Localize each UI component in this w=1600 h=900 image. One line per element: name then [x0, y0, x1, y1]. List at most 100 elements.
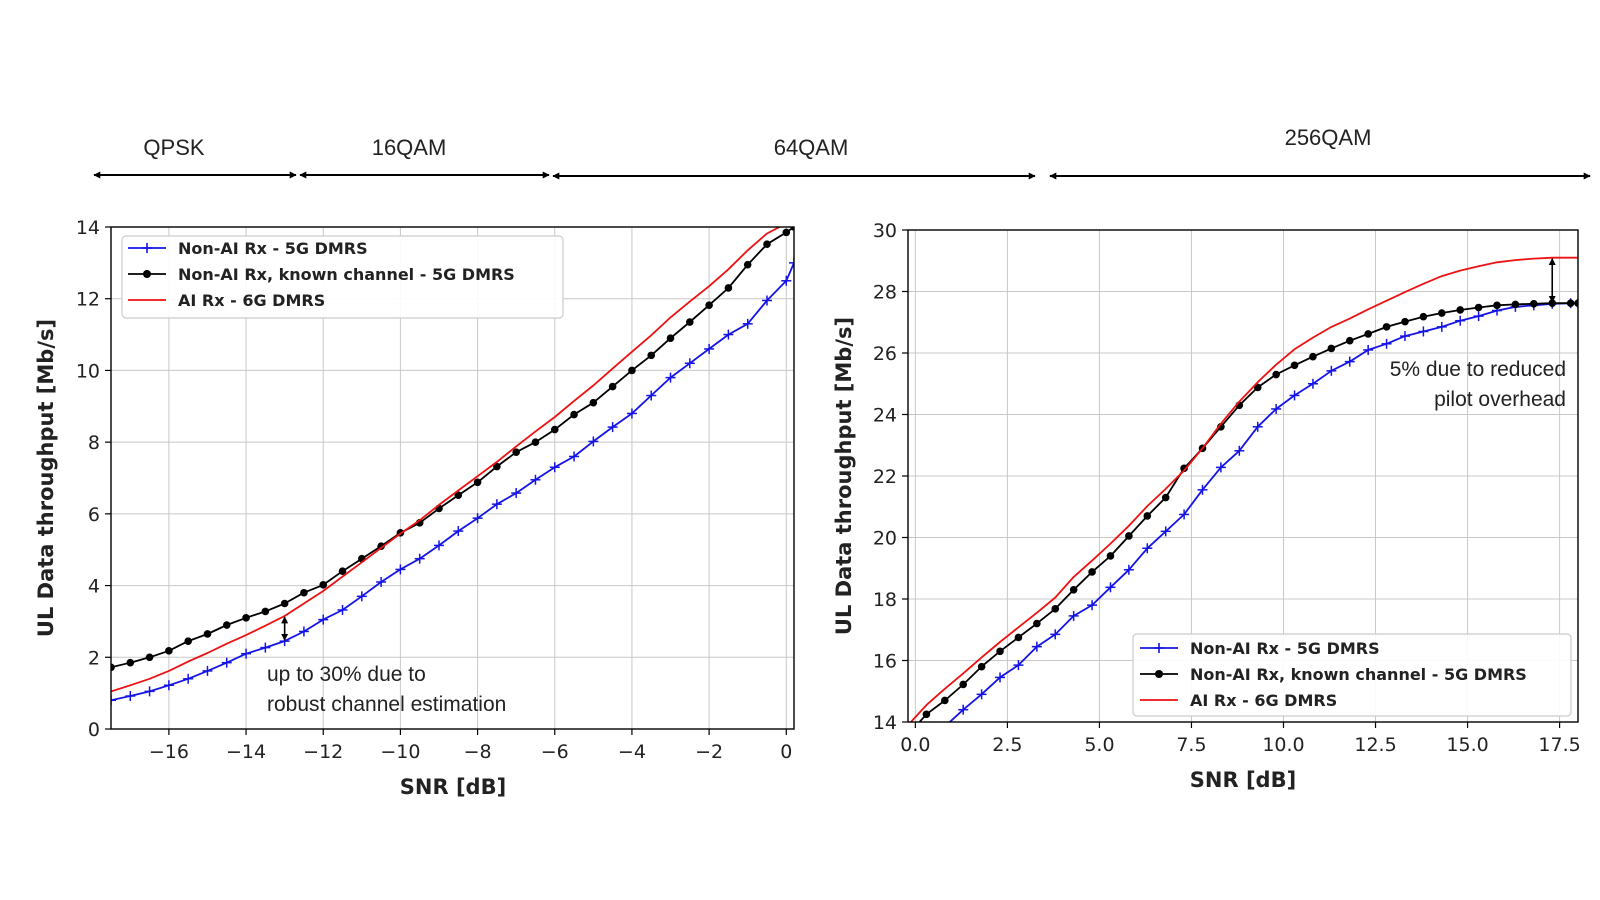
left-series-0-point [221, 657, 232, 668]
left-y-tick-label: 6 [88, 504, 100, 526]
right-y-ticks: 14 16 18 20 22 24 26 28 30 [873, 220, 908, 734]
right-legend-marker-1 [1155, 670, 1163, 678]
left-y-tick-label: 14 [76, 217, 100, 239]
left-series-1-point [184, 637, 192, 645]
left-series-0-point [337, 604, 348, 615]
left-series-0-point [742, 318, 753, 329]
band-64qam: 64QAM [552, 135, 1036, 180]
right-series-0-point [1123, 564, 1134, 575]
left-series-1-point [493, 462, 501, 471]
right-series-1-point [1051, 605, 1060, 613]
right-series-0-point [976, 689, 987, 700]
left-series-1-point [743, 260, 752, 269]
left-series-0-point [202, 665, 213, 676]
right-series-0-point [944, 721, 946, 722]
right-series-line-2 [909, 256, 1578, 722]
left-series-0-point [414, 553, 425, 564]
right-series-1-point [1180, 464, 1188, 473]
right-y-tick-label: 24 [873, 405, 897, 427]
right-series-0-point [1326, 365, 1337, 376]
left-legend-label-1: Non-AI Rx, known channel - 5G DMRS [178, 265, 515, 284]
left-series-1-point [512, 448, 520, 456]
left-series-0-point [569, 451, 580, 462]
right-series-1-point [1511, 300, 1520, 309]
right-x-tick-label: 12.5 [1354, 734, 1396, 756]
right-series-1-point [1382, 323, 1391, 331]
left-series-1-point [165, 647, 173, 655]
left-y-ticks: 0 2 4 6 8 10 12 14 [76, 217, 111, 741]
left-series-0-point [241, 648, 252, 659]
left-annotation-line-1: up to 30% due to [267, 663, 426, 686]
right-series-0-point [1179, 509, 1190, 520]
right-annotation-line-2: pilot overhead [1434, 388, 1566, 411]
right-series-0-point [1363, 344, 1374, 355]
right-series [909, 256, 1578, 722]
right-series-1-point [1574, 299, 1578, 307]
left-series-line-2 [111, 227, 782, 693]
right-series-0-point [1013, 660, 1024, 671]
left-x-tick-label: −10 [380, 741, 420, 763]
left-series-1-point [242, 614, 250, 622]
left-y-tick-label: 10 [76, 360, 100, 382]
left-series-line-0 [111, 262, 794, 702]
left-series-0-point [588, 436, 599, 447]
right-series-1-point [1290, 361, 1299, 370]
left-legend-entry-2: AI Rx - 6G DMRS [128, 291, 325, 310]
left-series-1-point [724, 284, 733, 292]
right-series-1-point [922, 710, 931, 719]
right-legend-label-2: AI Rx - 6G DMRS [1190, 691, 1337, 710]
right-series-1-point [941, 696, 949, 705]
right-series-1-point [1033, 619, 1041, 628]
right-series-1-point [977, 662, 986, 671]
left-y-tick-label: 12 [76, 289, 100, 311]
right-annotation-line-1: 5% due to reduced [1390, 358, 1566, 381]
left-plot-frame [110, 226, 795, 730]
band-256qam: 256QAM [1049, 125, 1591, 180]
chart-right: 0.0 2.5 5.0 7.5 10.0 12.5 15.0 17.5 14 16 18 20 22 2… [832, 220, 1581, 792]
left-x-ticks: −16 −14 −12 −10 −8 −6 −4 −2 0 [149, 729, 792, 763]
left-series-0-point [530, 474, 541, 485]
right-legend-entry-2: AI Rx - 6G DMRS [1140, 691, 1337, 710]
right-series-1-point [959, 680, 968, 689]
left-x-tick-label: −8 [464, 741, 492, 763]
right-x-tick-label: 7.5 [1176, 734, 1206, 756]
left-x-tick-label: −2 [695, 741, 723, 763]
right-y-tick-label: 26 [873, 343, 897, 365]
right-series-1-point [1125, 532, 1133, 540]
left-series-0-point [511, 488, 522, 499]
right-series-0-point [1289, 390, 1300, 401]
right-series-0-point [1418, 326, 1429, 337]
left-series-1-point [589, 398, 598, 407]
modulation-bands: QPSK 16QAM 64QAM 256QAM [93, 125, 1591, 180]
left-series-0-point [781, 275, 792, 286]
left-series-1-point [550, 425, 559, 434]
right-series-0-point [1455, 315, 1466, 326]
right-y-tick-label: 18 [873, 589, 897, 611]
left-series-0-point [549, 462, 560, 473]
right-series-1-point [996, 647, 1004, 656]
left-series-1-point [570, 410, 578, 419]
left-series-0-point [607, 422, 618, 433]
right-x-tick-label: 15.0 [1446, 734, 1488, 756]
left-series-1-point [261, 607, 270, 616]
right-series-1-point [1143, 512, 1152, 520]
left-series-1-point [222, 621, 231, 629]
left-legend-marker-0 [142, 243, 152, 253]
left-annotation-line-2: robust channel estimation [267, 693, 506, 716]
right-x-tick-label: 0.0 [900, 734, 930, 756]
right-series-1-point [1530, 300, 1538, 308]
right-series-1-point [1069, 585, 1078, 594]
left-series-1-point [647, 351, 656, 360]
left-series-1-point [666, 334, 675, 342]
left-x-tick-label: −14 [226, 741, 266, 763]
left-legend-entry-0: Non-AI Rx - 5G DMRS [128, 239, 368, 258]
left-series-1-point [531, 438, 540, 446]
left-series-1-point [111, 663, 115, 672]
left-y-tick-label: 4 [88, 576, 100, 598]
left-series-0-point [298, 626, 309, 637]
left-x-tick-label: −16 [149, 741, 189, 763]
right-series-0-point [1105, 582, 1116, 593]
band-16qam: 16QAM [299, 135, 550, 179]
left-series-0-point [125, 691, 136, 702]
